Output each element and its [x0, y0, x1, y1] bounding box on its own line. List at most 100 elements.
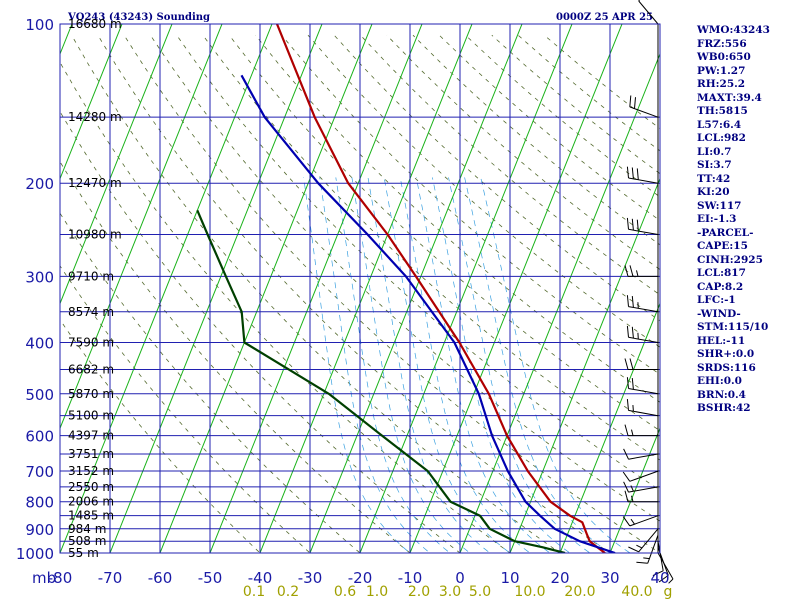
isotherm	[359, 24, 573, 553]
moist-adiabat	[383, 177, 511, 553]
wind-barb	[626, 217, 659, 235]
index-item: SHR+:0.0	[697, 348, 755, 360]
wind-barb	[626, 325, 659, 343]
height-label: 9710 m	[68, 269, 114, 283]
mixing-ratio-label: 40.0	[621, 584, 652, 600]
isotherm	[60, 24, 73, 56]
dry-adiabat	[97, 34, 611, 553]
pressure-label: 100	[25, 16, 54, 34]
wind-barb	[626, 295, 659, 313]
pressure-label: 500	[25, 386, 54, 404]
temperature-label: 40	[650, 569, 669, 587]
index-item: EI:-1.3	[697, 213, 737, 225]
wind-barb	[623, 481, 659, 493]
height-label: 4397 m	[68, 429, 114, 443]
pressure-label: 300	[25, 268, 54, 286]
height-label: 7590 m	[68, 335, 114, 349]
station-title: VQ243 (43243) Sounding	[67, 12, 210, 23]
isotherm	[0, 12, 27, 564]
wind-barb	[628, 528, 659, 553]
moist-adiabat	[415, 177, 551, 553]
temperature-label: -40	[248, 569, 273, 587]
index-item: TH:5815	[697, 105, 748, 117]
index-item: PW:1.27	[697, 64, 746, 77]
mixing-ratio-label: g	[664, 584, 673, 600]
mixing-ratio-label: 2.0	[408, 584, 430, 600]
pressure-label: 200	[25, 175, 54, 193]
mixing-ratio-label: 0.6	[334, 584, 356, 600]
dry-adiabat	[71, 35, 561, 553]
pressure-label: 400	[25, 334, 54, 352]
isotherm	[60, 24, 173, 305]
moist-adiabat	[303, 177, 411, 553]
mixing-ratio-label: 10.0	[514, 584, 545, 600]
index-item: HEL:-11	[697, 334, 746, 347]
index-item: -PARCEL-	[697, 226, 754, 239]
wind-barb	[638, 0, 659, 25]
moist-adiabat	[448, 177, 591, 553]
index-item: CAPE:15	[697, 240, 748, 252]
dry-adiabat	[60, 212, 361, 553]
index-item: LCL:817	[697, 267, 746, 279]
index-item: WB0:650	[697, 51, 751, 63]
index-item: RH:25.2	[697, 78, 746, 90]
index-item: FRZ:556	[697, 37, 747, 50]
wind-barb	[622, 470, 659, 482]
wind-barb	[624, 490, 658, 503]
profile-line	[275, 24, 606, 553]
dry-adiabat	[228, 34, 660, 432]
index-item: -WIND-	[697, 307, 741, 320]
temperature-label: -50	[198, 569, 223, 587]
dry-adiabat	[123, 34, 660, 553]
indices-list: WMO:43243 FRZ:556 WB0:650 PW:1.27 RH:25.2 MAX…	[697, 24, 800, 416]
height-label: 508 m	[68, 534, 106, 548]
height-label: 16680 m	[68, 17, 122, 31]
pressure-label: 1000	[16, 545, 54, 563]
index-item: CAP:8.2	[697, 280, 744, 293]
mixing-ratio-label: 3.0	[439, 584, 461, 600]
pressure-label: 900	[25, 521, 54, 539]
isotherm	[409, 24, 623, 553]
isotherm	[159, 24, 373, 553]
dry-adiabat	[281, 34, 660, 375]
dry-adiabat	[333, 34, 660, 322]
mixing-ratio-label: 5.0	[469, 584, 491, 600]
isotherm	[259, 24, 473, 553]
index-item: WMO:43243	[697, 24, 770, 36]
wind-barb	[624, 424, 658, 437]
temperature-label: -20	[348, 569, 373, 587]
temperature-label: -30	[298, 569, 323, 587]
index-item: SRDS:116	[697, 361, 756, 374]
index-item: SI:3.7	[697, 159, 732, 171]
dry-adiabat	[60, 319, 261, 553]
index-item: TT:42	[697, 172, 731, 185]
isotherm	[60, 24, 273, 553]
mixing-ratio-label: 0.1	[243, 584, 265, 600]
height-label: 5100 m	[68, 409, 114, 423]
wind-barb	[624, 358, 658, 370]
wind-barb	[622, 515, 659, 527]
isotherm	[559, 302, 660, 553]
mixing-ratio-label: 1.0	[366, 584, 388, 600]
dry-adiabat	[176, 34, 660, 491]
wind-barb	[624, 265, 658, 277]
dry-adiabat	[150, 34, 660, 522]
temperature-label: 30	[600, 569, 619, 587]
height-label: 5870 m	[68, 387, 114, 401]
temperature-label: -70	[98, 569, 123, 587]
height-label: 3751 m	[68, 447, 114, 461]
isotherm	[209, 24, 423, 553]
wind-barb	[626, 399, 659, 417]
wind-barb	[626, 166, 659, 184]
mixing-ratio-label: 20.0	[564, 584, 595, 600]
mixing-ratio-label: 0.2	[277, 584, 299, 600]
height-label: 12470 m	[68, 176, 122, 190]
height-label: 984 m	[68, 522, 106, 536]
plot-frame	[59, 23, 661, 554]
index-item: BRN:0.4	[697, 388, 746, 401]
isotherm	[309, 24, 523, 553]
isotherm	[609, 426, 660, 553]
temperature-label: -10	[398, 569, 423, 587]
dry-adiabat	[60, 265, 311, 553]
isotherm	[459, 52, 660, 553]
